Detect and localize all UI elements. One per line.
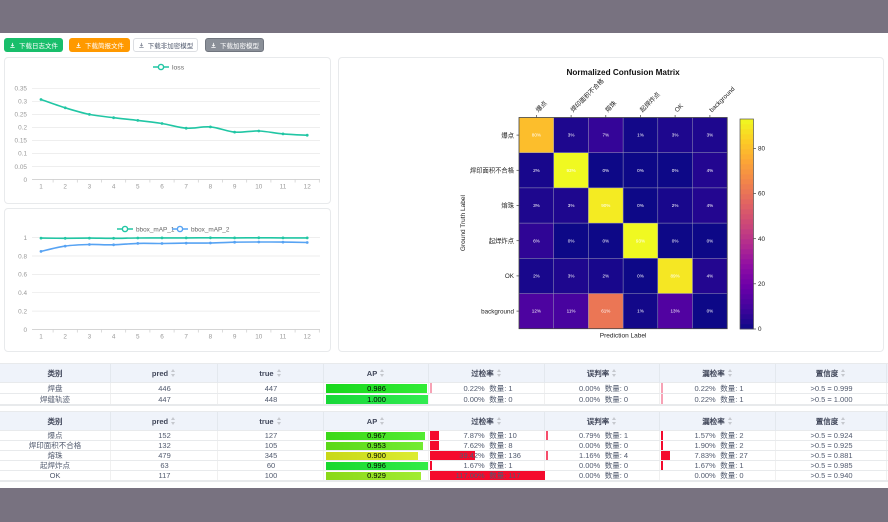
svg-text:13%: 13% [670,309,679,314]
svg-text:2%: 2% [672,203,679,208]
svg-text:80: 80 [758,146,766,153]
svg-text:2%: 2% [533,168,540,173]
svg-text:93%: 93% [636,238,645,243]
svg-text:40: 40 [758,236,766,243]
svg-text:3%: 3% [568,274,575,279]
svg-text:3%: 3% [568,203,575,208]
svg-text:OK: OK [505,273,515,280]
svg-text:0%: 0% [672,168,679,173]
svg-text:起焊炸点: 起焊炸点 [638,90,662,114]
svg-text:12: 12 [304,334,312,341]
svg-text:0.8: 0.8 [18,253,27,260]
svg-text:7: 7 [184,184,188,191]
svg-text:0.2: 0.2 [18,125,27,132]
svg-text:bbox_mAP_1: bbox_mAP_1 [136,227,175,234]
svg-text:3%: 3% [533,203,540,208]
svg-text:bbox_mAP_2: bbox_mAP_2 [191,227,230,234]
svg-text:0%: 0% [707,309,714,314]
svg-text:0.2: 0.2 [18,308,27,315]
svg-text:0%: 0% [637,168,644,173]
svg-text:60: 60 [758,191,766,198]
svg-text:8: 8 [209,334,213,341]
svg-text:爆点: 爆点 [501,130,514,139]
svg-text:10: 10 [255,184,263,191]
svg-text:1%: 1% [637,133,644,138]
svg-text:4%: 4% [707,274,714,279]
svg-text:0%: 0% [637,203,644,208]
svg-text:3%: 3% [707,133,714,138]
svg-text:61%: 61% [601,309,610,314]
svg-text:6: 6 [160,334,164,341]
svg-text:3%: 3% [568,133,575,138]
svg-text:2: 2 [63,334,67,341]
svg-text:0%: 0% [602,238,609,243]
svg-text:5: 5 [136,334,140,341]
svg-text:7%: 7% [602,133,609,138]
svg-text:3: 3 [88,184,92,191]
svg-text:1: 1 [39,334,43,341]
svg-text:0%: 0% [602,168,609,173]
svg-text:1: 1 [23,235,27,242]
svg-text:0: 0 [758,326,762,333]
svg-text:4: 4 [112,334,116,341]
svg-text:10: 10 [255,334,263,341]
svg-text:4: 4 [112,184,116,191]
svg-text:0.4: 0.4 [18,290,27,297]
svg-text:焊印面积不合格: 焊印面积不合格 [470,166,515,175]
svg-text:0%: 0% [568,238,575,243]
svg-text:0.1: 0.1 [18,151,27,158]
svg-text:0.6: 0.6 [18,272,27,279]
svg-text:80%: 80% [532,133,541,138]
svg-text:0%: 0% [672,238,679,243]
svg-text:8: 8 [209,184,213,191]
svg-text:3%: 3% [672,133,679,138]
svg-text:熔珠: 熔珠 [603,98,619,114]
svg-text:1: 1 [39,184,43,191]
svg-text:0.25: 0.25 [15,112,28,119]
svg-text:4%: 4% [707,168,714,173]
svg-text:0%: 0% [637,274,644,279]
svg-text:12: 12 [304,184,312,191]
svg-text:0.3: 0.3 [18,99,27,106]
svg-text:熔珠: 熔珠 [501,201,514,210]
svg-text:2: 2 [63,184,67,191]
svg-text:20: 20 [758,281,766,288]
svg-text:0: 0 [23,177,27,184]
svg-text:0: 0 [23,327,27,334]
svg-text:background: background [708,85,737,114]
svg-text:9: 9 [233,334,237,341]
svg-text:11: 11 [280,184,287,191]
svg-text:0.15: 0.15 [15,138,28,145]
svg-text:background: background [481,308,514,315]
svg-text:5: 5 [136,184,140,191]
svg-text:12%: 12% [532,309,541,314]
svg-text:11%: 11% [567,309,576,314]
svg-text:0.35: 0.35 [15,86,28,93]
svg-text:9: 9 [233,184,237,191]
svg-text:2%: 2% [602,274,609,279]
svg-text:6: 6 [160,184,164,191]
svg-text:7: 7 [184,334,188,341]
svg-text:焊印面积不合格: 焊印面积不合格 [568,76,606,114]
svg-text:89%: 89% [670,274,679,279]
svg-text:Ground Truth Label: Ground Truth Label [460,195,467,252]
svg-text:2%: 2% [533,274,540,279]
svg-text:11: 11 [280,334,287,341]
svg-text:4%: 4% [707,203,714,208]
svg-text:90%: 90% [601,203,610,208]
svg-text:爆点: 爆点 [533,99,548,114]
svg-text:OK: OK [674,102,686,114]
svg-text:1%: 1% [637,309,644,314]
svg-text:loss: loss [172,65,185,72]
svg-text:6%: 6% [533,238,540,243]
svg-text:起焊炸点: 起焊炸点 [489,236,514,245]
svg-text:Normalized Confusion Matrix: Normalized Confusion Matrix [566,68,680,77]
svg-text:3: 3 [88,334,92,341]
svg-text:0.05: 0.05 [15,164,28,171]
svg-text:93%: 93% [566,168,575,173]
svg-text:Prediction Label: Prediction Label [600,333,647,340]
svg-text:0%: 0% [707,238,714,243]
